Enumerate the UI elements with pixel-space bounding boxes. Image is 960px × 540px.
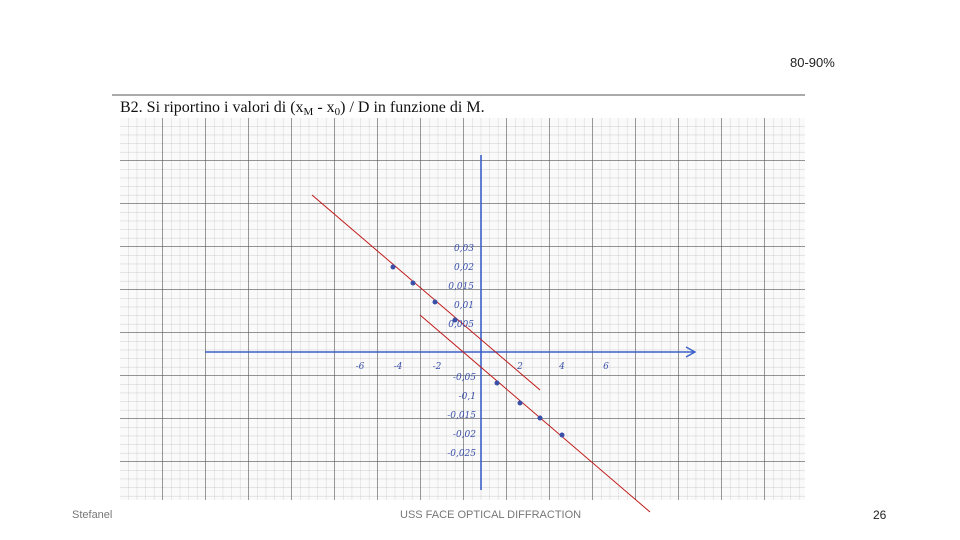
handwritten-label: 2 [516,362,523,372]
badge: 80-90% [790,55,835,70]
fit-line [419,314,651,513]
handwritten-label: -0,05 [453,373,476,383]
footer-author: Stefanel [72,509,113,521]
handwritten-label: -2 [433,362,442,372]
handwritten-label: 0,02 [454,263,474,273]
handwritten-label: -0,02 [453,430,476,440]
points [390,264,565,438]
handwritten-label: -0,015 [447,411,476,421]
handwritten-label: -6 [356,362,365,372]
footer-title: USS FACE OPTICAL DIFFRACTION [400,509,582,521]
handwritten-label: -0,1 [459,392,476,402]
figure-title: B2. Si riportino i valori di (xM - x0) /… [120,99,485,118]
fit-line [311,194,541,391]
handwritten-label: 0,03 [454,244,474,254]
handwritten-label: 0,015 [448,282,474,292]
handwritten-label: -0,025 [447,449,476,459]
handwritten-label: 0,005 [448,320,474,330]
handwritten-label: -4 [394,362,403,372]
x-arrow [685,346,697,358]
handwritten-label: 6 [603,362,609,372]
handwritten-label: 4 [558,362,565,372]
handwritten-label: 0,01 [454,301,474,311]
bold-grid [120,118,805,500]
page-number: 26 [873,508,887,522]
